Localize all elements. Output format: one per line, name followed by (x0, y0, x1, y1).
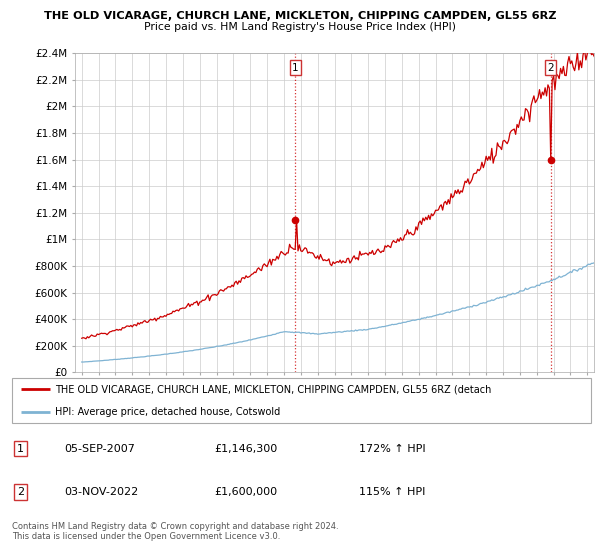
Text: 1: 1 (292, 63, 298, 73)
Text: 2: 2 (17, 487, 24, 497)
FancyBboxPatch shape (12, 378, 591, 423)
Text: Price paid vs. HM Land Registry's House Price Index (HPI): Price paid vs. HM Land Registry's House … (144, 22, 456, 32)
Text: 115% ↑ HPI: 115% ↑ HPI (359, 487, 426, 497)
Text: 2: 2 (547, 63, 554, 73)
Text: £1,600,000: £1,600,000 (215, 487, 278, 497)
Text: THE OLD VICARAGE, CHURCH LANE, MICKLETON, CHIPPING CAMPDEN, GL55 6RZ (detach: THE OLD VICARAGE, CHURCH LANE, MICKLETON… (55, 384, 492, 394)
Text: 1: 1 (17, 444, 24, 454)
Text: £1,146,300: £1,146,300 (215, 444, 278, 454)
Text: 172% ↑ HPI: 172% ↑ HPI (359, 444, 426, 454)
Text: THE OLD VICARAGE, CHURCH LANE, MICKLETON, CHIPPING CAMPDEN, GL55 6RZ: THE OLD VICARAGE, CHURCH LANE, MICKLETON… (44, 11, 556, 21)
Text: 05-SEP-2007: 05-SEP-2007 (64, 444, 135, 454)
Text: HPI: Average price, detached house, Cotswold: HPI: Average price, detached house, Cots… (55, 407, 281, 417)
Text: Contains HM Land Registry data © Crown copyright and database right 2024.
This d: Contains HM Land Registry data © Crown c… (12, 522, 338, 542)
Text: 03-NOV-2022: 03-NOV-2022 (64, 487, 139, 497)
